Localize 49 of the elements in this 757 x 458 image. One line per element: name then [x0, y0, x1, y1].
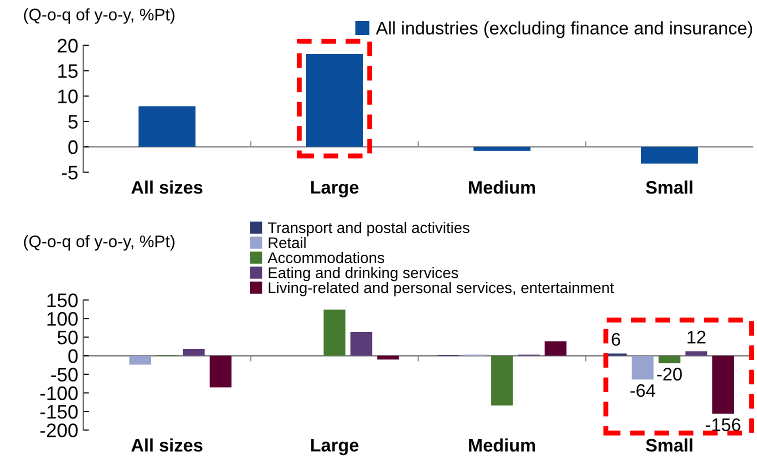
data-label: -20 [657, 368, 682, 381]
bar [377, 356, 399, 360]
y-tick-label: 15 [58, 64, 78, 78]
y-tick-label: 5 [68, 115, 78, 129]
bar [544, 341, 566, 356]
bar [350, 332, 372, 356]
data-label: 6 [612, 332, 620, 346]
legend-label: Eating and drinking services [268, 266, 458, 282]
x-tick-label: All sizes [131, 438, 202, 452]
y-tick-label: -5 [62, 166, 78, 180]
x-tick-label: Medium [469, 180, 535, 194]
bar [632, 356, 654, 380]
bar [129, 356, 152, 365]
x-tick-label: Small [646, 180, 692, 194]
data-label: -64 [630, 384, 656, 397]
bar [182, 349, 205, 356]
bar [712, 356, 734, 414]
y-tick-label: 50 [58, 330, 78, 344]
y-tick-label: 0 [68, 349, 78, 363]
x-tick-label: Medium [469, 438, 535, 452]
y-tick-label: 100 [47, 312, 78, 326]
y-tick-label: 150 [47, 293, 78, 308]
y-tick-label: -200 [40, 424, 78, 438]
data-label: -156 [706, 418, 740, 432]
y-tick-label: -150 [40, 404, 78, 419]
y-tick-label: 20 [58, 38, 78, 53]
legend-label: Accommodations [268, 252, 384, 264]
bar [641, 146, 698, 164]
y-axis-title: (Q-o-q of y-o-y, %Pt) [24, 8, 174, 24]
y-tick-label: 10 [58, 90, 78, 104]
y-tick-label: -50 [51, 368, 78, 382]
legend-label: All industries (excluding finance and insurance) [376, 21, 752, 38]
x-tick-label: Large [311, 181, 358, 198]
bar [474, 146, 530, 151]
bar [210, 356, 232, 388]
y-axis-title: (Q-o-q of y-o-y, %Pt) [24, 235, 174, 251]
bar [491, 356, 513, 406]
data-label: 12 [688, 330, 706, 344]
legend-label: Retail [268, 236, 306, 248]
bar [658, 356, 680, 364]
x-tick-label: Large [311, 438, 358, 456]
x-tick-label: Small [646, 438, 692, 452]
legend-label: Living-related and personal services, entertainment [268, 282, 614, 296]
y-tick-label: -100 [40, 386, 78, 400]
y-tick-label: 0 [68, 140, 78, 154]
bar [138, 106, 196, 147]
x-tick-label: All sizes [131, 180, 202, 194]
bar [324, 310, 346, 356]
legend-label: Transport and postal activities [268, 222, 470, 236]
